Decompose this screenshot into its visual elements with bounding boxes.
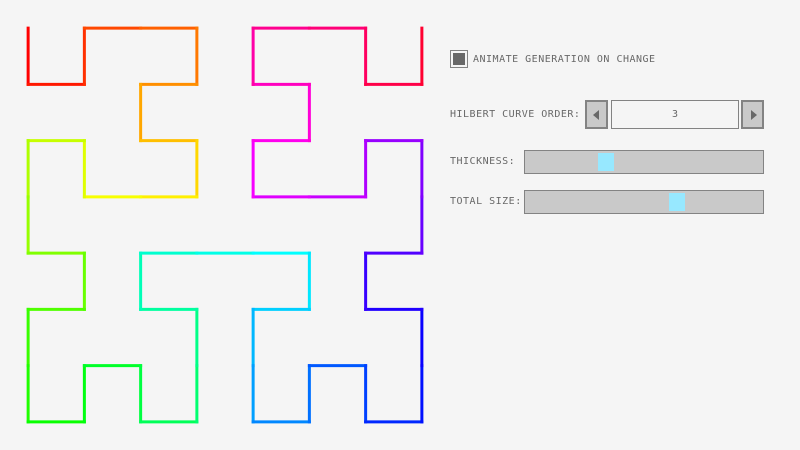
order-label: HILBERT CURVE ORDER: (450, 109, 581, 120)
order-increment-button[interactable] (741, 100, 764, 129)
thickness-slider[interactable] (524, 150, 764, 174)
arrow-left-icon (593, 110, 599, 120)
hilbert-curve-canvas (26, 26, 424, 424)
thickness-slider-handle[interactable] (597, 153, 614, 171)
order-decrement-button[interactable] (585, 100, 608, 129)
size-label: TOTAL SIZE: (450, 196, 522, 207)
order-value-field[interactable]: 3 (611, 100, 739, 129)
animate-label: ANIMATE GENERATION ON CHANGE (473, 54, 656, 65)
thickness-label: THICKNESS: (450, 156, 516, 167)
size-slider[interactable] (524, 190, 764, 214)
checkbox-checked-fill (453, 53, 465, 65)
animate-checkbox[interactable] (450, 50, 468, 68)
arrow-right-icon (751, 110, 757, 120)
size-slider-handle[interactable] (669, 193, 686, 211)
